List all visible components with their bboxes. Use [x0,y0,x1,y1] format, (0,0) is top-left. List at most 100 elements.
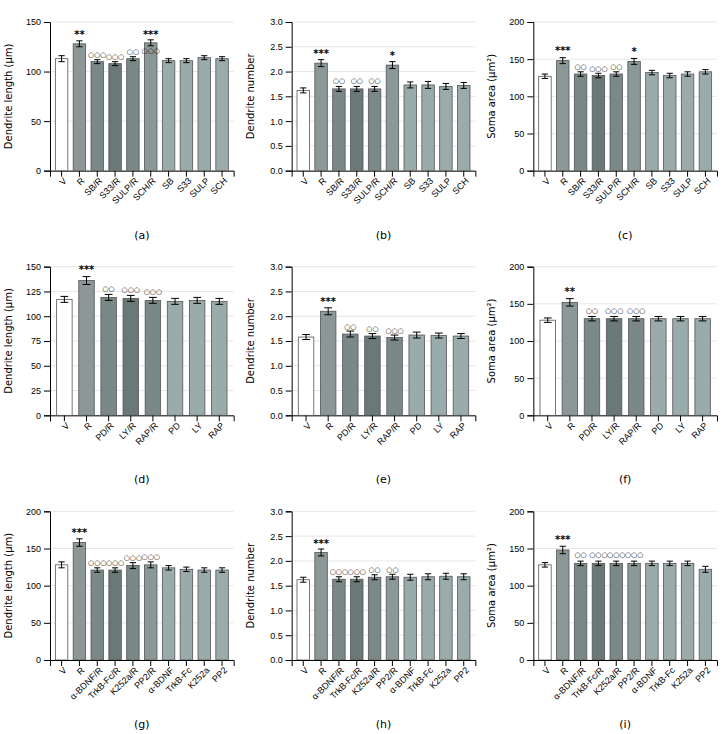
error-bar-cap [219,60,225,61]
y-tick-label: 100 [509,92,524,102]
annotation: ○○○ [106,559,124,567]
x-tick: V [57,171,68,187]
grid [533,511,717,660]
error-bar-cap [443,83,449,84]
y-tick: 1.0 [270,361,292,371]
y-tick-label: 25 [31,386,41,396]
grid-line [533,548,717,549]
error-bar-cap [354,576,360,577]
error-bar-cap [461,88,467,89]
x-tick: PD [408,415,424,436]
error-bar-cap [613,565,619,566]
y-tick-mark [44,121,50,122]
y-tick-label: 1.0 [270,361,283,371]
x-tick-label: LY [432,420,446,434]
x-tick-label: V [299,665,310,676]
error-bar-stem [303,88,304,93]
error-bar-cap [610,316,618,317]
annotation: * [390,50,396,61]
y-tick-mark [44,171,50,172]
y-axis-line [527,512,534,661]
error-bar [165,566,171,570]
bar [145,43,157,171]
error-bar-cap [61,296,69,297]
bar [180,61,192,171]
x-axis-title: (h) [376,718,392,731]
grid-line [50,316,234,317]
error-bar [300,88,306,93]
error-bar-cap [112,61,118,62]
y-tick-mark [286,171,292,172]
y-tick-label: 125 [26,287,41,297]
y-tick-label: 2.5 [270,287,283,297]
error-bar-cap [165,58,171,59]
x-tick-label: K252a [428,665,453,690]
error-bar [443,573,449,579]
bar [368,89,380,171]
error-bar-cap [94,59,100,60]
bar [651,319,666,416]
y-tick-label: 100 [509,581,524,591]
bar [320,311,335,415]
panel: 050100150200VRPD/RLY/RRAP/RPDLYRAP**○○○○… [486,262,717,486]
error-bar-stem [356,86,357,91]
error-bar-stem [175,298,176,304]
y-tick: 3.0 [270,17,292,27]
error-bar-cap [165,570,171,571]
error-bar [577,561,583,565]
error-bar [649,561,655,565]
error-bar-cap [649,565,655,566]
bar [351,89,363,171]
error-bar-stem [356,577,357,582]
x-axis: VRPD/RLY/RRAP/RPDLYRAP [292,415,476,447]
error-bar [631,561,637,565]
grid-line [533,341,717,342]
error-bar-stem [115,568,116,572]
error-bar-stem [306,335,307,340]
error-bar-cap [542,74,548,75]
grid-line [292,365,476,366]
x-tick-label: RAP/R [617,420,644,447]
x-tick-label: PD/R [93,420,116,443]
x-axis-line [51,661,235,667]
error-bar [613,561,619,565]
error-bar-cap [105,300,113,301]
error-bar-stem [372,334,373,339]
error-bar-cap [667,77,673,78]
error-bar-cap [112,567,118,568]
error-bar-stem [428,574,429,580]
y-tick: 1.5 [270,336,292,346]
grid-line [292,46,476,47]
error-bar-cap [684,561,690,562]
annotation: *** [79,264,95,275]
y-tick: 100 [509,92,533,102]
x-tick: V [544,415,555,431]
error-bar-cap [699,320,707,321]
error-bar [171,298,179,304]
x-tick: R [558,171,570,188]
error-bar [219,57,225,61]
annotation: ○○ [333,77,345,85]
error-bar-stem [651,561,652,565]
error-bar [443,83,449,89]
y-tick-mark [286,660,292,661]
y-tick: 200 [509,17,533,27]
error-bar-cap [371,574,377,575]
error-bar-stem [463,82,464,88]
y-tick-label: 1.5 [270,336,283,346]
error-bar-cap [336,91,342,92]
y-tick-mark [286,366,292,367]
error-bar-stem [132,563,133,569]
x-tick-label: PD [408,420,424,436]
bar [673,319,688,416]
error-bar [371,86,377,91]
error-bar [94,568,100,572]
grid-line [533,22,717,23]
x-tick: SULP [671,171,695,200]
annotation: *** [313,48,329,59]
error-bar-cap [684,76,690,77]
y-tick-mark [44,511,50,512]
error-bar-cap [58,55,64,56]
error-bar [699,316,707,320]
x-tick: PD [166,415,182,436]
